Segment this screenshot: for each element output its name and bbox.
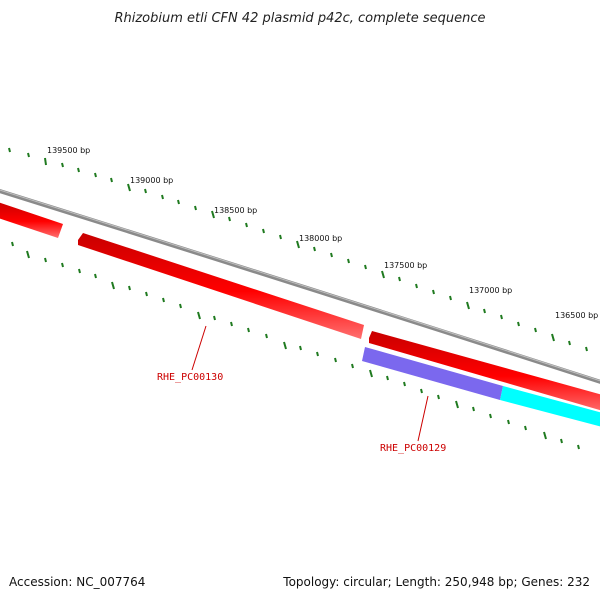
sequence-backbone xyxy=(0,189,600,384)
tick-label: 137500 bp xyxy=(384,261,427,270)
gene-label-leader xyxy=(191,325,207,371)
gene-feature-red[interactable] xyxy=(369,331,600,413)
gene-feature-cyan[interactable] xyxy=(500,386,600,429)
sequence-backbone-highlight xyxy=(0,189,600,382)
tick-label: 138000 bp xyxy=(299,234,342,243)
tick-label: 139500 bp xyxy=(47,146,90,155)
gene-feature-red[interactable] xyxy=(78,233,364,339)
gene-feature-purple[interactable] xyxy=(362,347,503,400)
tick-label: 137000 bp xyxy=(469,286,512,295)
topology-summary: Topology: circular; Length: 250,948 bp; … xyxy=(282,575,590,589)
map-title: Rhizobium etli CFN 42 plasmid p42c, comp… xyxy=(114,11,485,26)
tick-label: 136500 bp xyxy=(555,311,598,320)
scale-labels: 139500 bp 139000 bp 138500 bp 138000 bp … xyxy=(47,146,598,320)
gene-feature-red[interactable] xyxy=(0,201,63,238)
accession-text: Accession: NC_007764 xyxy=(9,575,145,589)
outer-ticks xyxy=(8,147,588,352)
tick-label: 139000 bp xyxy=(130,176,173,185)
gene-label-rhe-pc00130[interactable]: RHE_PC00130 xyxy=(157,372,223,383)
tick-label: 138500 bp xyxy=(214,206,257,215)
inner-ticks xyxy=(11,241,580,450)
gene-label-rhe-pc00129[interactable]: RHE_PC00129 xyxy=(380,443,446,454)
gene-label-leader xyxy=(417,395,429,442)
